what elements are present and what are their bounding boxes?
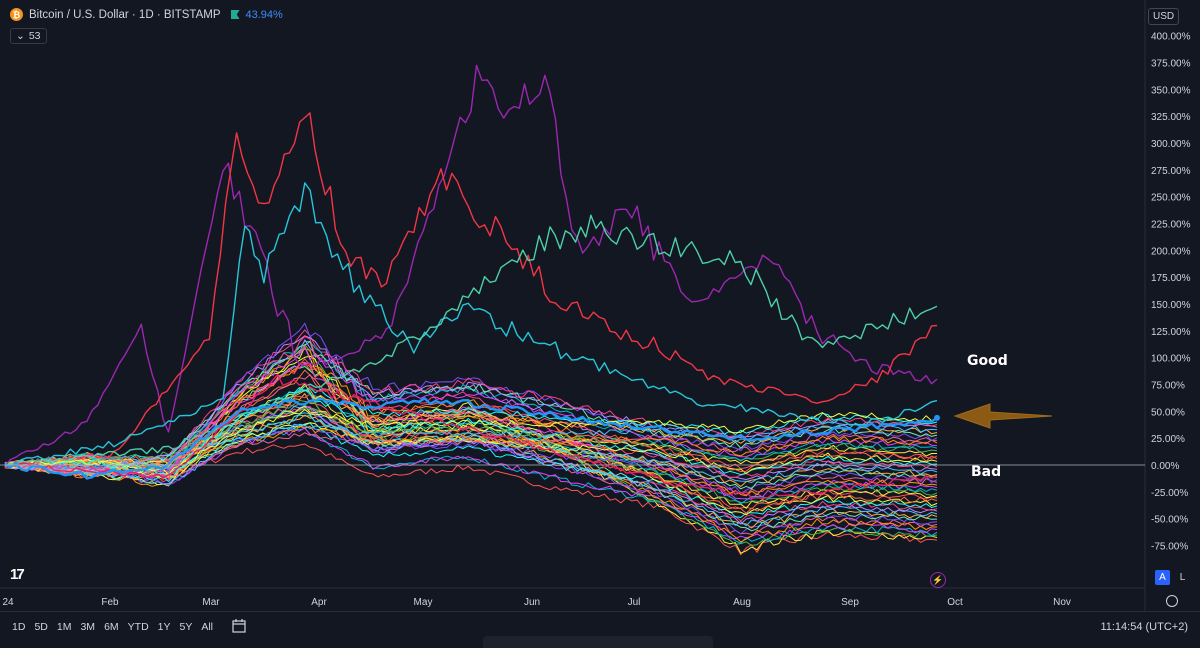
comparison-series-line [4, 386, 938, 476]
bitcoin-series-line [4, 397, 938, 480]
annotation-arrow [953, 403, 1053, 429]
y-tick-label: 25.00% [1151, 434, 1185, 445]
y-tick-label: 350.00% [1151, 85, 1191, 96]
timeframe-3m[interactable]: 3M [80, 621, 96, 633]
drawing-toolbar[interactable] [483, 636, 713, 648]
timeframe-selector[interactable]: 1D 5D 1M 3M 6M YTD 1Y 5Y All [12, 621, 213, 633]
comparison-series-line [4, 374, 938, 500]
x-tick-label: Sep [841, 597, 859, 608]
x-tick-label: 24 [2, 597, 14, 608]
x-tick-label: May [414, 597, 433, 608]
comparison-series-line [4, 389, 938, 505]
comparison-series-line [4, 422, 938, 485]
auto-scale-toggle[interactable]: A [1155, 570, 1170, 585]
flag-icon[interactable] [230, 10, 240, 19]
x-tick-label: Jun [524, 597, 540, 608]
comparison-series-line [4, 424, 938, 494]
x-tick-label: Feb [101, 597, 119, 608]
y-tick-label: 225.00% [1151, 220, 1191, 231]
comparison-series-line [4, 393, 938, 510]
y-tick-label: 0.00% [1151, 461, 1179, 472]
y-tick-label: 375.00% [1151, 59, 1191, 70]
y-tick-label: 325.00% [1151, 112, 1191, 123]
comparison-series-line [4, 214, 938, 468]
y-tick-label: 100.00% [1151, 354, 1191, 365]
x-tick-label: Aug [733, 597, 751, 608]
overlay-count: 53 [28, 30, 41, 42]
timeframe-6m[interactable]: 6M [104, 621, 119, 633]
y-tick-label: 400.00% [1151, 32, 1191, 43]
comparison-series-line [4, 64, 938, 467]
comparison-series-line [4, 112, 938, 467]
overlay-count-toggle[interactable]: ⌄ 53 [10, 28, 47, 44]
comparison-series-line [4, 365, 938, 532]
y-tick-label: 250.00% [1151, 193, 1191, 204]
comparison-series-line [4, 346, 938, 477]
y-tick-label: 275.00% [1151, 166, 1191, 177]
y-tick-label: 175.00% [1151, 273, 1191, 284]
lightning-icon[interactable]: ⚡ [930, 572, 946, 588]
x-tick-label: Apr [311, 597, 327, 608]
x-tick-label: Nov [1053, 597, 1071, 608]
currency-selector[interactable]: USD [1148, 8, 1180, 25]
y-axis[interactable]: 400.00% 375.00% 350.00% 325.00% 300.00% 275.0… [1151, 32, 1191, 553]
y-tick-label: -25.00% [1151, 488, 1188, 499]
symbol-title: Bitcoin / U.S. Dollar · 1D · BITSTAMP [29, 8, 221, 21]
x-tick-label: Oct [947, 597, 963, 608]
bad-label: Bad [971, 464, 1002, 480]
chevron-down-icon: ⌄ [16, 30, 25, 42]
comparison-series-line [4, 369, 938, 478]
good-label: Good [967, 353, 1008, 369]
timeframe-1m[interactable]: 1M [56, 621, 72, 633]
y-tick-label: -75.00% [1151, 541, 1188, 552]
y-tick-label: -50.00% [1151, 515, 1188, 526]
timeframe-5y[interactable]: 5Y [179, 621, 193, 633]
timeframe-all[interactable]: All [201, 621, 214, 633]
change-percent: 43.94% [245, 8, 283, 21]
tradingview-logo-icon: 17 [10, 566, 25, 583]
clock[interactable]: 11:14:54 (UTC+2) [1100, 621, 1188, 633]
comparison-series-line [4, 346, 938, 554]
y-tick-label: 50.00% [1151, 407, 1185, 418]
calendar-icon[interactable] [232, 619, 246, 633]
timeframe-5d[interactable]: 5D [34, 621, 48, 633]
series-layer [4, 64, 940, 556]
comparison-series-line [4, 425, 938, 468]
comparison-series-line [4, 335, 938, 480]
y-tick-label: 125.00% [1151, 327, 1191, 338]
bitcoin-icon: ₿ [10, 8, 23, 21]
timeframe-1y[interactable]: 1Y [157, 621, 171, 633]
y-tick-label: 300.00% [1151, 139, 1191, 150]
y-tick-label: 150.00% [1151, 300, 1191, 311]
x-axis[interactable]: 24 Feb Mar Apr May Jun Jul Aug Sep Oct Nov [2, 597, 1070, 608]
comparison-series-line [4, 406, 937, 469]
comparison-series-line [4, 182, 938, 468]
y-tick-label: 200.00% [1151, 246, 1191, 257]
timeframe-1d[interactable]: 1D [12, 621, 26, 633]
symbol-header[interactable]: ₿ Bitcoin / U.S. Dollar · 1D · BITSTAMP … [10, 8, 283, 21]
bitcoin-last-point [934, 414, 940, 421]
gear-icon[interactable] [1166, 595, 1178, 607]
y-tick-label: 75.00% [1151, 381, 1185, 392]
comparison-series-line [4, 406, 938, 478]
log-scale-toggle[interactable]: L [1179, 572, 1186, 583]
x-tick-label: Jul [628, 597, 641, 608]
x-tick-label: Mar [202, 597, 220, 608]
timeframe-ytd[interactable]: YTD [127, 621, 149, 633]
